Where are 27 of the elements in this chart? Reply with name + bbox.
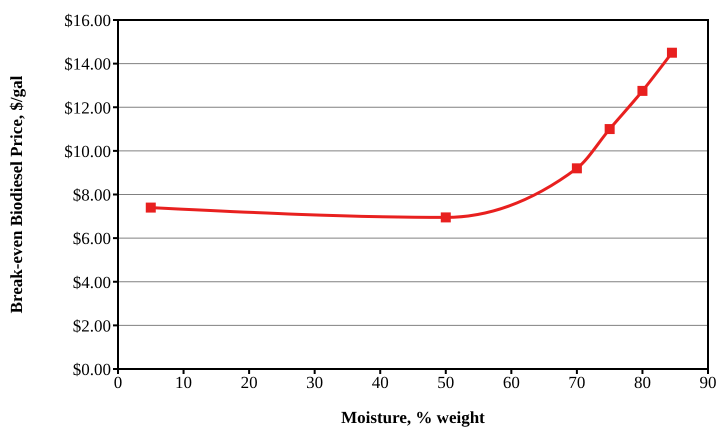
y-tick-label: $0.00 <box>72 360 111 380</box>
point <box>440 212 451 222</box>
point <box>604 124 615 134</box>
y-tick-label: $10.00 <box>64 142 111 161</box>
point <box>572 163 582 174</box>
point <box>146 202 156 213</box>
y-tick-label: $8.00 <box>72 186 111 205</box>
x-tick-label: 40 <box>372 373 389 392</box>
y-tick-label: $12.00 <box>64 98 111 118</box>
x-tick-label: 20 <box>240 373 258 392</box>
x-tick-label: 90 <box>700 373 716 392</box>
y-axis-title: Break-even Biodiesel Price, $/gal <box>7 75 26 314</box>
x-tick-label: 30 <box>306 373 324 392</box>
x-axis-title: Moisture, % weight <box>341 408 486 427</box>
point <box>637 86 648 96</box>
y-tick-label: $2.00 <box>72 316 111 336</box>
x-tick-label: 80 <box>634 373 651 392</box>
x-tick-label: 10 <box>175 373 192 392</box>
y-tick-label: $6.00 <box>72 229 111 248</box>
x-tick-label: 60 <box>502 373 520 392</box>
point <box>666 48 677 58</box>
x-tick-label: 70 <box>568 373 586 392</box>
y-tick-label: $14.00 <box>64 54 111 74</box>
x-tick-label: 50 <box>437 373 454 392</box>
y-tick-label: $4.00 <box>72 272 111 292</box>
y-tick-label: $16.00 <box>64 11 111 30</box>
x-tick-label: 0 <box>114 373 122 392</box>
